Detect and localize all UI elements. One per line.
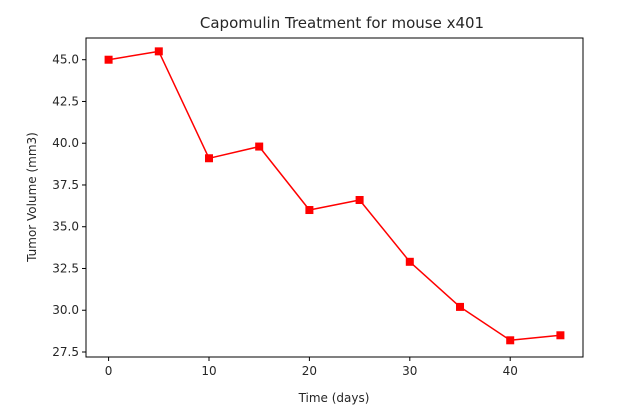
data-point-marker: [456, 302, 465, 311]
x-tick-label: 30: [402, 364, 417, 378]
data-point-marker: [556, 331, 565, 340]
y-tick-label: 27.5: [52, 345, 79, 359]
plot-area-frame: [85, 37, 584, 358]
series-line: [108, 50, 561, 342]
data-point-marker: [506, 336, 515, 345]
data-point-marker: [305, 206, 314, 215]
x-tick-label: 40: [503, 364, 518, 378]
data-point-marker: [255, 142, 264, 151]
data-point-marker: [355, 196, 364, 205]
x-axis-label: Time (days): [298, 391, 370, 405]
x-tick-label: 20: [302, 364, 317, 378]
y-axis: 27.5 30.0 32.5 35.0 37.5 40.0 42.5 45.0: [52, 53, 86, 359]
y-tick-label: 35.0: [52, 220, 79, 234]
y-tick-label: 40.0: [52, 136, 79, 150]
chart-title: Capomulin Treatment for mouse x401: [200, 14, 484, 32]
y-axis-label: Tumor Volume (mm3): [25, 132, 39, 263]
y-tick-label: 37.5: [52, 178, 79, 192]
x-tick-label: 0: [105, 364, 113, 378]
data-point-marker: [204, 154, 213, 163]
y-tick-label: 45.0: [52, 53, 79, 67]
x-tick-label: 10: [201, 364, 216, 378]
series-layer: [104, 47, 565, 345]
y-tick-label: 42.5: [52, 94, 79, 108]
data-point-marker: [104, 55, 113, 64]
data-point-marker: [405, 257, 414, 266]
x-axis: 0 10 20 30 40: [105, 357, 518, 378]
y-tick-label: 30.0: [52, 303, 79, 317]
y-tick-label: 32.5: [52, 261, 79, 275]
data-point-marker: [154, 47, 163, 56]
